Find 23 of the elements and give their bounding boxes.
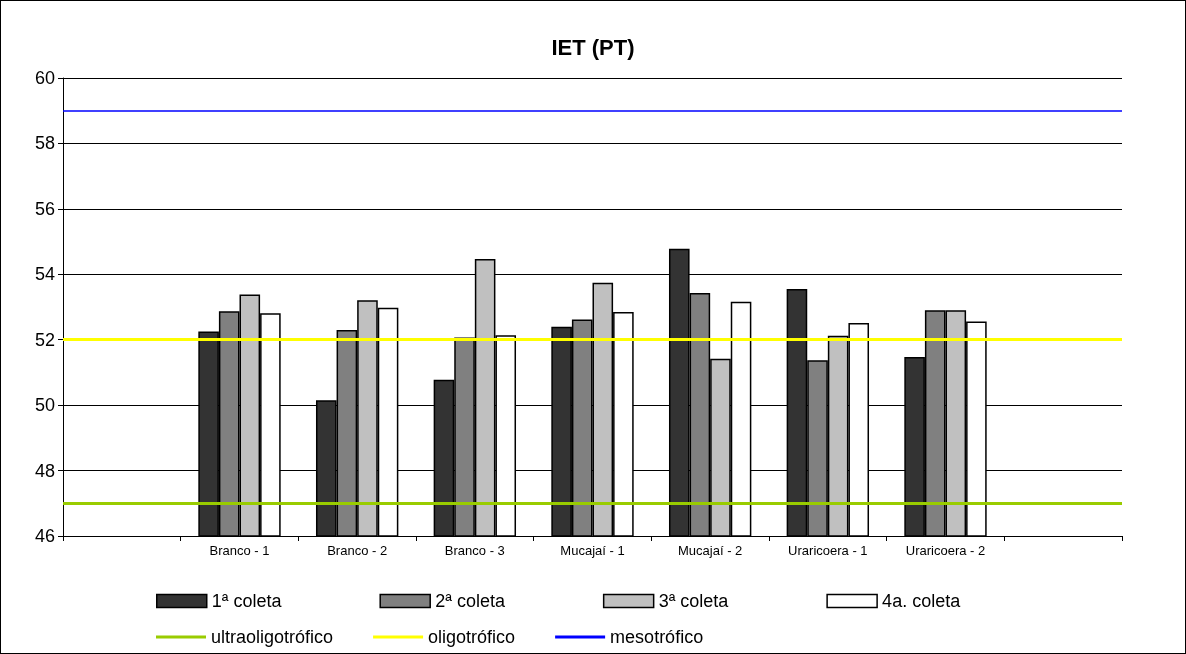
y-tick-label: 48: [34, 460, 55, 481]
legend-label: 4a. coleta: [882, 591, 962, 611]
legend-label: 3ª coleta: [658, 591, 730, 611]
legend-label: 2ª coleta: [435, 591, 506, 611]
y-tick-label: 56: [34, 198, 55, 219]
y-tick-label: 54: [34, 264, 55, 285]
legend-label: mesotrófico: [610, 627, 704, 647]
y-tick-label: 46: [34, 526, 55, 546]
x-tick-label: Branco - 2: [327, 543, 388, 558]
x-tick-label: Mucajaí - 2: [678, 543, 743, 558]
y-tick-label: 58: [34, 133, 55, 154]
x-tick-label: Uraricoera - 1: [788, 543, 868, 558]
y-tick-label: 50: [34, 395, 55, 416]
legend-label: ultraoligotrófico: [211, 627, 334, 647]
y-tick-label: 60: [34, 68, 55, 88]
x-tick-label: Uraricoera - 2: [905, 543, 986, 558]
legend-label: 1ª coleta: [211, 591, 283, 611]
x-tick-label: Branco - 3: [444, 543, 505, 558]
legend-label: oligotrófico: [428, 627, 516, 647]
y-tick-label: 52: [34, 329, 55, 350]
x-tick-label: Mucajaí - 1: [560, 543, 625, 558]
chart-title: IET (PT): [551, 34, 635, 60]
x-tick-label: Branco - 1: [209, 543, 270, 558]
